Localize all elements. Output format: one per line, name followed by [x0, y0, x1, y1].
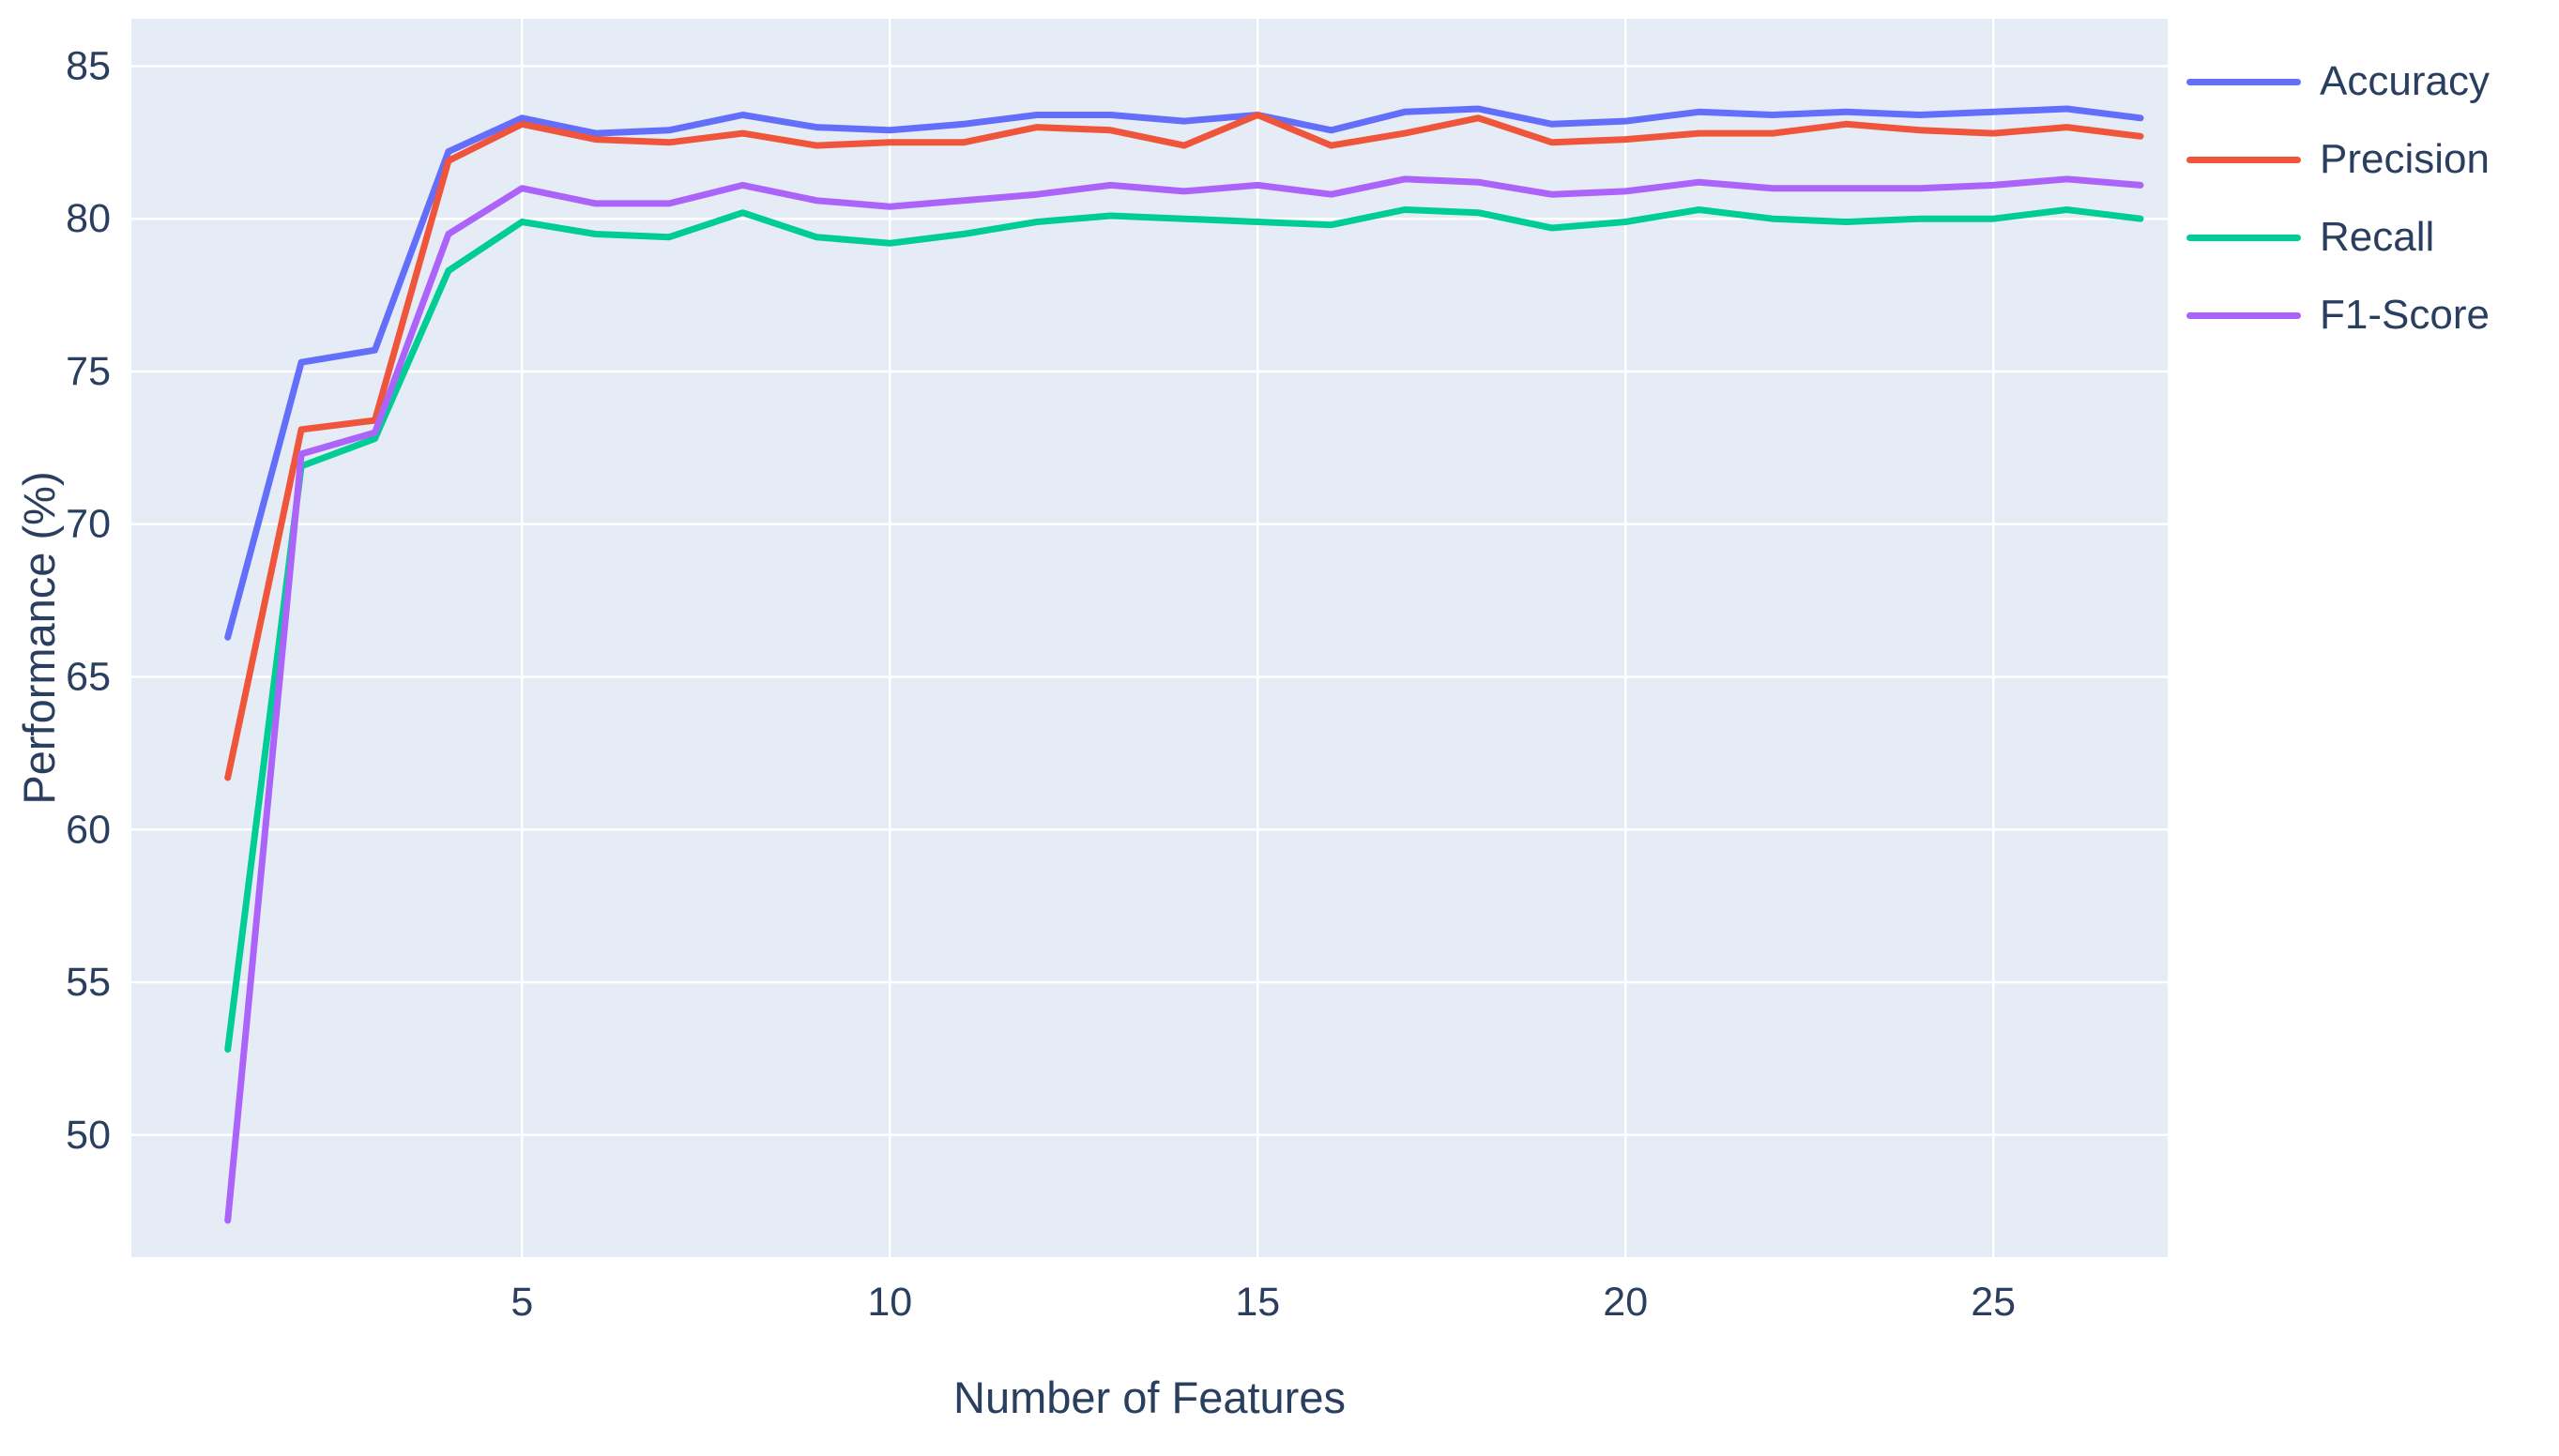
- y-tick-label: 50: [66, 1113, 111, 1158]
- legend-label: Recall: [2320, 214, 2435, 260]
- legend-swatch: [2186, 156, 2301, 163]
- legend-swatch: [2186, 311, 2301, 319]
- series-line-accuracy[interactable]: [224, 105, 2144, 641]
- y-tick-label: 60: [66, 807, 111, 852]
- y-tick-label: 70: [66, 502, 111, 547]
- x-tick-label: 5: [510, 1280, 533, 1325]
- y-tick-label: 80: [66, 196, 111, 241]
- legend: Accuracy Precision Recall F1-Score: [2186, 58, 2490, 339]
- y-axis-title: Performance (%): [14, 471, 64, 805]
- legend-item-recall[interactable]: Recall: [2186, 214, 2490, 261]
- x-tick-label: 25: [1971, 1280, 2016, 1325]
- plot-background[interactable]: [131, 19, 2168, 1257]
- x-tick-label: 10: [867, 1280, 912, 1325]
- series-line-precision[interactable]: [224, 112, 2144, 781]
- y-tick-label: 65: [66, 655, 111, 700]
- y-tick-label: 75: [66, 349, 111, 394]
- series-line-recall[interactable]: [224, 206, 2144, 1054]
- x-tick-label: 20: [1603, 1280, 1648, 1325]
- y-tick-label: 85: [66, 43, 111, 88]
- legend-swatch: [2186, 78, 2301, 85]
- legend-item-precision[interactable]: Precision: [2186, 136, 2490, 183]
- legend-label: Accuracy: [2320, 58, 2490, 104]
- legend-label: F1-Score: [2320, 292, 2490, 338]
- legend-label: Precision: [2320, 136, 2490, 182]
- series-line-f1-score[interactable]: [224, 175, 2144, 1224]
- legend-item-f1-score[interactable]: F1-Score: [2186, 292, 2490, 339]
- legend-item-accuracy[interactable]: Accuracy: [2186, 58, 2490, 105]
- x-tick-label: 15: [1235, 1280, 1280, 1325]
- x-axis-title: Number of Features: [953, 1373, 1346, 1422]
- legend-swatch: [2186, 234, 2301, 241]
- y-tick-label: 55: [66, 960, 111, 1005]
